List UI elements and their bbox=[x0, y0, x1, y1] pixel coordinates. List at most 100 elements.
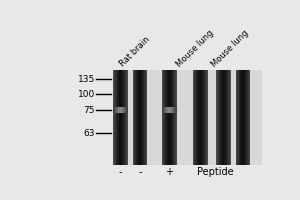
Bar bbox=[120, 70, 121, 165]
Bar bbox=[127, 70, 128, 165]
Bar bbox=[199, 70, 200, 165]
Bar bbox=[229, 70, 230, 165]
Bar bbox=[249, 70, 250, 165]
Bar bbox=[174, 70, 175, 165]
Bar bbox=[165, 70, 166, 165]
Bar bbox=[201, 70, 202, 165]
Bar bbox=[126, 70, 127, 165]
Bar bbox=[113, 70, 114, 165]
Bar bbox=[202, 70, 203, 165]
Bar bbox=[144, 70, 145, 165]
Bar bbox=[175, 70, 176, 165]
Bar bbox=[169, 107, 170, 113]
Bar bbox=[113, 107, 114, 113]
Bar bbox=[123, 70, 124, 165]
Bar bbox=[248, 70, 249, 165]
Bar bbox=[142, 70, 143, 165]
Bar bbox=[206, 70, 207, 165]
Bar bbox=[172, 70, 173, 165]
Bar bbox=[225, 70, 226, 165]
Bar bbox=[163, 70, 164, 165]
Bar bbox=[164, 70, 165, 165]
Bar bbox=[123, 107, 124, 113]
Bar bbox=[243, 70, 244, 165]
Bar bbox=[117, 70, 118, 165]
Bar bbox=[164, 70, 165, 165]
Bar bbox=[115, 70, 116, 165]
Bar bbox=[173, 70, 174, 165]
Bar bbox=[119, 70, 120, 165]
Bar bbox=[201, 70, 202, 165]
Bar bbox=[165, 70, 166, 165]
Bar bbox=[244, 70, 245, 165]
Bar bbox=[195, 70, 196, 165]
Bar bbox=[133, 70, 134, 165]
Bar bbox=[114, 107, 115, 113]
Bar bbox=[115, 70, 116, 165]
Bar bbox=[194, 70, 195, 165]
Bar bbox=[125, 107, 126, 113]
Bar bbox=[239, 70, 240, 165]
Bar bbox=[122, 107, 123, 113]
Bar bbox=[194, 70, 195, 165]
Bar bbox=[120, 70, 121, 165]
Bar bbox=[245, 70, 246, 165]
Text: Mouse lung: Mouse lung bbox=[175, 28, 215, 69]
Bar bbox=[135, 70, 136, 165]
Bar bbox=[175, 107, 176, 113]
Bar bbox=[121, 107, 122, 113]
Bar bbox=[173, 107, 174, 113]
Bar bbox=[170, 70, 171, 165]
Bar bbox=[124, 107, 125, 113]
Bar bbox=[133, 70, 134, 165]
Bar bbox=[246, 70, 247, 165]
Bar bbox=[123, 70, 124, 165]
Bar bbox=[219, 70, 220, 165]
Bar bbox=[227, 70, 228, 165]
Bar bbox=[122, 70, 123, 165]
Bar bbox=[165, 107, 166, 113]
Bar bbox=[223, 70, 224, 165]
Text: Rat brain: Rat brain bbox=[118, 35, 152, 69]
Bar bbox=[138, 70, 139, 165]
Bar bbox=[242, 70, 243, 165]
Bar bbox=[171, 107, 172, 113]
Bar bbox=[167, 107, 168, 113]
Bar bbox=[219, 70, 220, 165]
Bar bbox=[217, 70, 218, 165]
Bar bbox=[145, 70, 146, 165]
Bar bbox=[243, 70, 244, 165]
Bar bbox=[115, 107, 116, 113]
Bar bbox=[166, 70, 167, 165]
Bar bbox=[163, 70, 164, 165]
Bar bbox=[139, 70, 140, 165]
Bar bbox=[237, 70, 238, 165]
Bar bbox=[120, 107, 121, 113]
Bar bbox=[121, 70, 122, 165]
Text: -: - bbox=[138, 167, 142, 177]
Bar bbox=[225, 70, 226, 165]
Text: Mouse lung: Mouse lung bbox=[209, 28, 250, 69]
Bar bbox=[118, 107, 119, 113]
Text: Peptide: Peptide bbox=[197, 167, 234, 177]
Bar bbox=[167, 107, 168, 113]
Bar bbox=[162, 70, 163, 165]
Bar bbox=[241, 70, 242, 165]
Text: -: - bbox=[119, 167, 122, 177]
Bar bbox=[119, 107, 120, 113]
Bar bbox=[171, 107, 172, 113]
Bar bbox=[127, 107, 128, 113]
Bar bbox=[125, 70, 126, 165]
Bar bbox=[118, 70, 119, 165]
Bar bbox=[141, 70, 142, 165]
Bar bbox=[172, 70, 173, 165]
Bar bbox=[247, 70, 248, 165]
Bar bbox=[229, 70, 230, 165]
Bar bbox=[175, 107, 176, 113]
Bar bbox=[220, 70, 221, 165]
Bar bbox=[204, 70, 205, 165]
Bar bbox=[145, 70, 146, 165]
Bar bbox=[118, 107, 119, 113]
Bar bbox=[197, 70, 198, 165]
Bar bbox=[242, 70, 243, 165]
